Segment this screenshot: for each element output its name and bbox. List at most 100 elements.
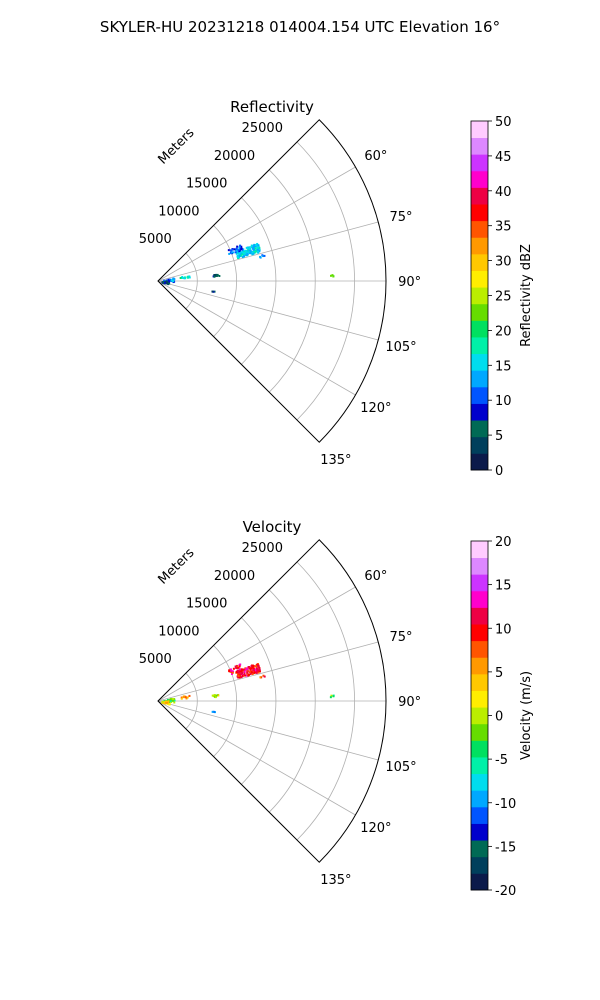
- range-tick-label: 10000: [158, 204, 199, 219]
- echo-gate: [256, 248, 259, 251]
- echo-gate: [231, 251, 234, 254]
- echo-gate: [229, 668, 232, 671]
- echo-gate: [238, 668, 241, 671]
- echo-gate: [231, 248, 234, 251]
- echo-gate: [241, 251, 244, 254]
- echo-gate: [235, 670, 238, 673]
- echo-gate: [235, 247, 238, 250]
- echo-gate: [248, 667, 251, 670]
- echo-gate: [166, 282, 169, 285]
- azimuth-tick-label: 135°: [320, 453, 351, 468]
- echo-gate: [237, 671, 240, 674]
- echo-gate: [167, 278, 170, 281]
- echo-gate: [232, 667, 235, 670]
- echo-gate: [249, 673, 252, 676]
- echo-gate: [244, 667, 247, 670]
- echo-gate: [244, 249, 247, 252]
- echo-gate: [258, 250, 261, 253]
- echo-gate: [251, 252, 254, 255]
- echo-gate: [259, 256, 262, 259]
- echo-gate: [214, 696, 217, 699]
- echo-gate: [251, 247, 254, 250]
- echo-gate: [256, 667, 259, 670]
- colorbar-segment: [471, 436, 488, 454]
- echo-gate: [254, 251, 257, 254]
- colorbar-segment: [471, 386, 488, 404]
- echo-cluster: [180, 694, 191, 700]
- echo-gate: [165, 280, 168, 283]
- echo-gate: [330, 694, 333, 697]
- echo-gate: [256, 247, 259, 250]
- echo-gate: [180, 696, 183, 699]
- echo-gate: [184, 277, 187, 280]
- echo-gate: [250, 250, 253, 253]
- echo-gate: [213, 275, 216, 278]
- azimuth-tick-label: 60°: [364, 149, 387, 164]
- echo-gate: [168, 280, 171, 283]
- echo-gate: [236, 673, 239, 676]
- echo-gate: [258, 669, 261, 672]
- echo-gate: [250, 667, 253, 670]
- echo-gate: [251, 666, 254, 669]
- echo-gate: [254, 247, 257, 250]
- echo-gate: [331, 274, 334, 277]
- echo-gate: [161, 700, 164, 703]
- echo-gate: [237, 675, 240, 678]
- colorbar-segment: [471, 353, 488, 371]
- echo-gate: [259, 676, 262, 679]
- echo-gate: [245, 246, 248, 249]
- echo-gate: [258, 248, 261, 251]
- echo-gate: [179, 276, 182, 279]
- echo-gate: [248, 246, 251, 249]
- echo-gate: [168, 282, 171, 285]
- echo-gate: [238, 247, 241, 250]
- range-tick-label: 15000: [186, 597, 227, 612]
- echo-gate: [252, 250, 255, 253]
- echo-gate: [254, 243, 257, 246]
- sector-outline: [157, 119, 387, 443]
- echo-gate: [256, 246, 259, 249]
- colorbar-segment: [471, 253, 488, 271]
- colorbar: -20 -15 -10 -5 0 5 10 15 20 Velocity (m/s): [470, 535, 534, 899]
- echo-gate: [186, 276, 189, 279]
- echo-gate: [186, 696, 189, 699]
- echo-gate: [228, 252, 231, 255]
- echo-gate: [247, 250, 250, 253]
- colorbar-tick-label: -10: [495, 797, 516, 812]
- echo-gate: [228, 670, 231, 673]
- echo-gate: [232, 251, 235, 254]
- range-tick-label: 5000: [139, 652, 172, 667]
- echo-gate: [237, 250, 240, 253]
- colorbar-segment: [471, 840, 488, 858]
- echo-gate: [166, 279, 169, 282]
- range-tick-label: 15000: [186, 177, 227, 192]
- echo-gate: [329, 696, 332, 699]
- range-axis-label: Meters: [156, 545, 198, 587]
- echo-gate: [251, 245, 254, 248]
- azimuth-tick-label: 120°: [360, 401, 391, 416]
- colorbar-segment: [471, 370, 488, 388]
- echo-gate: [237, 666, 240, 669]
- echo-gate: [241, 668, 244, 671]
- echo-gate: [241, 252, 244, 255]
- echo-gate: [211, 710, 214, 713]
- echo-gate: [181, 275, 184, 278]
- panel-title: Velocity: [243, 518, 302, 536]
- echo-gate: [257, 671, 260, 674]
- echo-gate: [242, 255, 245, 258]
- echo-gate: [249, 252, 252, 255]
- echo-gate: [263, 254, 266, 257]
- polar-panel-2: Velocity 60° 75° 90° 105° 120° 135° 5000 10000 15…: [139, 518, 534, 899]
- colorbar-segment: [471, 557, 488, 575]
- colorbar-segment: [471, 873, 488, 891]
- colorbar-tick-label: -20: [495, 884, 516, 899]
- echo-gate: [237, 249, 240, 252]
- echo-cluster: [259, 254, 266, 259]
- polar-panel-1: Reflectivity60°75°90°105°120°135°5000100…: [139, 98, 534, 479]
- echo-gate: [243, 672, 246, 675]
- azimuth-tick-label: 105°: [385, 340, 416, 355]
- echo-gate: [244, 674, 247, 677]
- echo-gate: [241, 672, 244, 675]
- azimuth-tick-label: 75°: [389, 210, 412, 225]
- echo-gate: [246, 253, 249, 256]
